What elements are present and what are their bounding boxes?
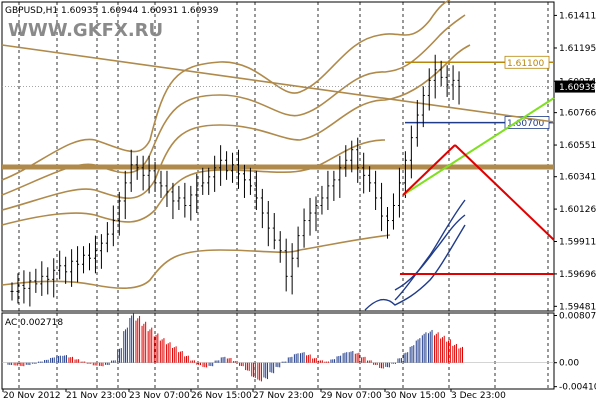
price-axis-label: 1.59696 xyxy=(559,270,596,280)
price-axis-label: 1.60341 xyxy=(559,173,596,183)
horizontal-levels: 1.61100 1.60700 xyxy=(1,44,555,170)
price-axis-label: 1.60551 xyxy=(559,141,596,151)
bearish-trendline-up[interactable] xyxy=(402,144,456,196)
level-label-box xyxy=(504,55,550,69)
ac-axis-label: 0.008072 xyxy=(559,312,596,322)
envelope-curve xyxy=(1,0,451,181)
time-axis-label: 20 Nov 2012 xyxy=(3,391,61,400)
support-curve xyxy=(394,214,466,291)
support-curve xyxy=(364,224,466,311)
indicator-label: AC 0.002718 xyxy=(5,318,63,328)
price-bars xyxy=(10,54,461,307)
level-label: 1.61100 xyxy=(507,59,544,69)
trendlines[interactable] xyxy=(400,97,555,275)
watermark-logo: WWW.GKFX.RU xyxy=(8,20,163,41)
price-axis-label: 1.60126 xyxy=(559,205,596,215)
current-price-tag xyxy=(555,80,595,93)
symbol-header: GBPUSD,H1 1.60935 1.60944 1.60931 1.6093… xyxy=(5,6,219,16)
envelope-curve xyxy=(1,44,471,211)
time-axis-label: 29 Nov 07:00 xyxy=(321,391,382,400)
envelope-curve xyxy=(1,234,391,290)
indicator-panel-frame xyxy=(1,312,555,390)
time-axis-label: 30 Nov 15:00 xyxy=(385,391,446,400)
price-panel-frame xyxy=(1,1,555,312)
time-axis-label: 21 Nov 23:00 xyxy=(66,391,127,400)
ac-histogram xyxy=(2,313,554,382)
price-axis-label: 1.59911 xyxy=(559,238,596,248)
axes: 1.614111.611951.609741.607661.605511.603… xyxy=(2,11,596,401)
descending-trendline xyxy=(1,44,555,123)
price-axis-label: 1.59481 xyxy=(559,302,596,312)
time-axis-label: 26 Nov 15:00 xyxy=(191,391,252,400)
time-axis-label: 27 Nov 23:00 xyxy=(253,391,314,400)
bullish-trendline[interactable] xyxy=(402,97,555,196)
price-axis-label: 1.61195 xyxy=(559,44,596,54)
ac-axis-label: -0.00410 xyxy=(559,383,596,393)
time-axis-label: 23 Nov 07:00 xyxy=(129,391,190,400)
price-axis-label: 1.60766 xyxy=(559,109,596,119)
ac-axis-label: 0.00 xyxy=(559,359,579,369)
bearish-trendline-down[interactable] xyxy=(454,144,555,241)
support-curve xyxy=(394,199,466,301)
level-label: 1.60700 xyxy=(507,119,544,129)
price-axis-label: 1.61411 xyxy=(559,11,596,21)
time-axis-label: 3 Dec 23:00 xyxy=(451,391,506,400)
current-price-label: 1.60939 xyxy=(559,83,596,93)
